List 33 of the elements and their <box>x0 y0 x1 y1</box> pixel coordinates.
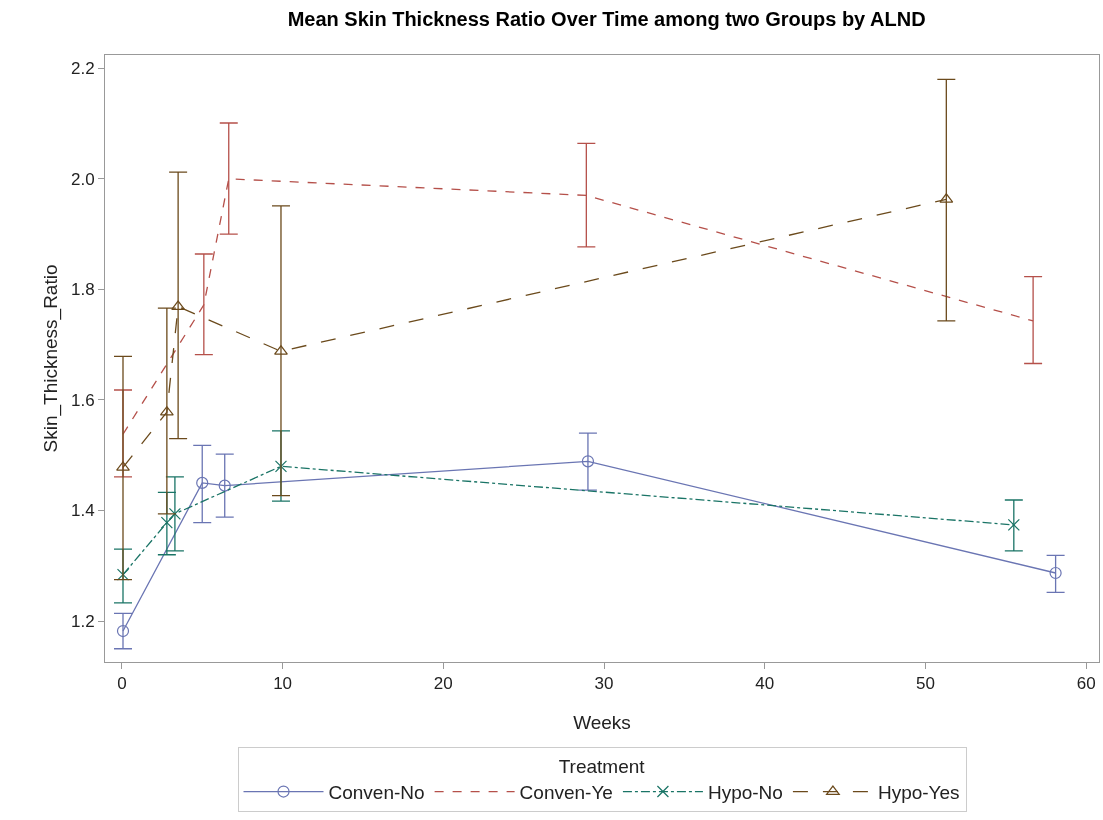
x-tick-label: 50 <box>915 674 935 694</box>
point <box>218 479 231 492</box>
point <box>116 568 130 581</box>
legend-title: Treatment <box>558 755 646 777</box>
point <box>581 455 595 468</box>
legend-label: Conven-No <box>328 781 425 803</box>
y-tick-label: 1.8 <box>70 280 95 300</box>
y-tick-label: 1.2 <box>70 612 95 632</box>
y-tick-label: 2.2 <box>70 59 95 79</box>
y-tick-label: 2.0 <box>70 169 95 189</box>
x-axis-title: Weeks <box>573 712 631 733</box>
x-tick-label: 0 <box>117 674 127 694</box>
point <box>168 507 182 520</box>
y-tick-label: 1.6 <box>70 390 95 410</box>
point <box>160 516 173 529</box>
x-tick-label: 60 <box>1076 674 1096 694</box>
point <box>1007 518 1020 531</box>
legend-label: Hypo-No <box>707 781 783 803</box>
point <box>1049 566 1062 580</box>
legend-label: Hypo-Yes <box>877 781 960 803</box>
x-tick-label: 30 <box>594 674 614 694</box>
point <box>274 460 288 473</box>
x-tick-label: 40 <box>755 674 775 694</box>
point <box>274 345 288 355</box>
x-tick-label: 10 <box>273 674 293 694</box>
y-tick-label: 1.4 <box>70 501 95 521</box>
point <box>116 461 130 471</box>
x-tick-label: 20 <box>433 674 453 694</box>
legend-label: Conven-Ye <box>519 781 613 803</box>
point <box>196 476 209 489</box>
y-axis-title: Skin_Thickness_Ratio <box>40 264 62 453</box>
point <box>116 624 130 638</box>
chart-title: Mean Skin Thickness Ratio Over Time among two Groups by ALND <box>287 8 926 31</box>
